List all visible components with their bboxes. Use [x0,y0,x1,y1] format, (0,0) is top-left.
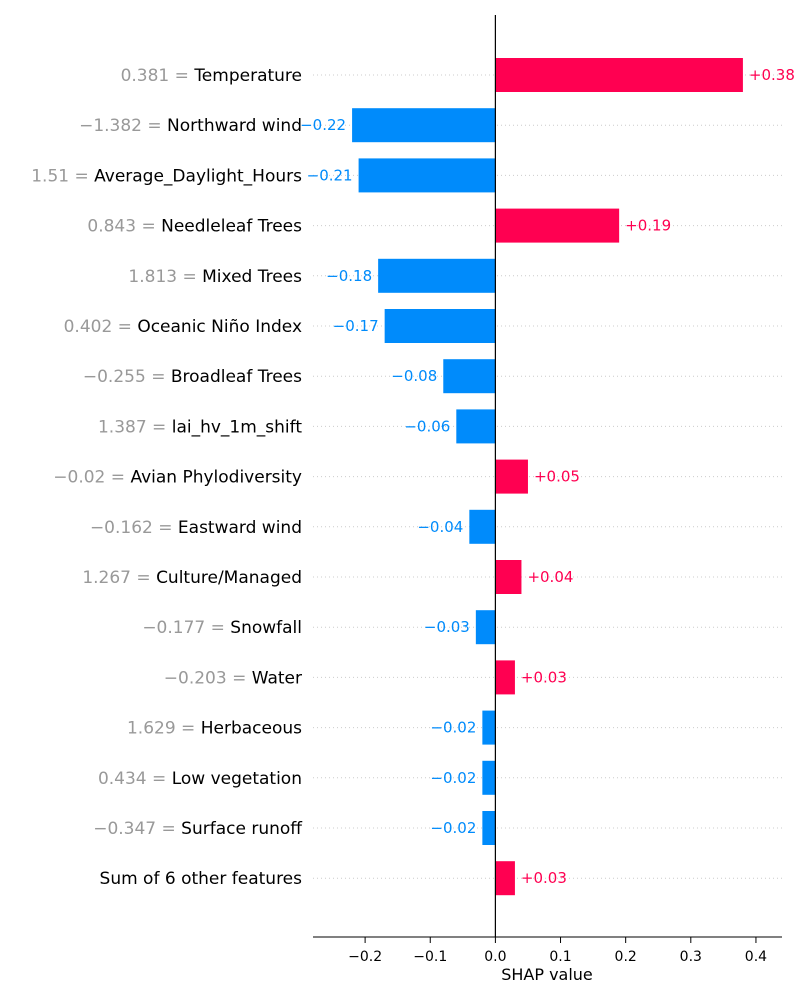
shap-bar [482,760,496,795]
feature-label: 0.843 = Needleleaf Trees [87,217,302,237]
feature-label: −0.162 = Eastward wind [90,518,302,538]
feature-name: Avian Phylodiversity [130,468,302,488]
shap-bar [456,409,496,444]
feature-label: −0.255 = Broadleaf Trees [83,367,302,387]
feature-name: Needleleaf Trees [161,217,302,237]
bar-data-label: −0.02 [430,819,476,837]
shap-bar [384,309,496,343]
shap-bar [495,459,528,494]
x-axis-title: SHAP value [501,965,593,984]
feature-label: 1.387 = lai_hv_1m_shift [98,417,302,437]
feature-value: 1.387 = [98,417,172,437]
feature-name: Herbaceous [201,719,302,739]
feature-value: −1.382 = [79,116,167,136]
feature-name: Surface runoff [181,819,303,839]
shap-bar [495,58,743,92]
bar-data-label: −0.06 [404,417,450,435]
feature-name: Eastward wind [178,518,302,538]
feature-name: lai_hv_1m_shift [172,417,303,437]
x-tick-label: −0.1 [413,949,447,965]
feature-name: Snowfall [230,618,302,638]
feature-label: Sum of 6 other features [100,869,303,889]
feature-name: Water [252,668,302,688]
feature-label: −0.203 = Water [164,668,302,688]
bar-data-label: −0.04 [417,518,463,536]
feature-value: −0.203 = [164,668,252,688]
feature-label: 0.434 = Low vegetation [98,769,302,789]
shap-bar [495,861,515,896]
feature-label: 0.381 = Temperature [121,66,302,86]
feature-label: −1.382 = Northward wind [79,116,302,136]
feature-name: Sum of 6 other features [100,869,303,889]
feature-value: 0.434 = [98,769,172,789]
shap-bar [495,208,620,243]
shap-bar [495,560,522,594]
feature-label: 1.629 = Herbaceous [127,719,302,739]
x-tick-label: 0.0 [484,949,506,965]
x-tick-label: 0.4 [745,949,767,965]
feature-label: −0.02 = Avian Phylodiversity [53,468,302,488]
feature-label: −0.177 = Snowfall [142,618,302,638]
bar-data-label: −0.18 [326,267,372,285]
feature-name: Mixed Trees [202,267,302,287]
feature-name: Culture/Managed [156,568,302,588]
feature-value: 0.843 = [87,217,161,237]
x-axis: −0.2 −0.1 0.0 0.1 0.2 0.3 0.4 [313,15,782,965]
x-tick-label: 0.3 [680,949,702,965]
feature-label: 1.51 = Average_Daylight_Hours [31,166,302,186]
x-tick-label: −0.2 [348,949,382,965]
labels-layer: +0.380.381 = Temperature−0.22−1.382 = No… [31,66,795,889]
bars-layer [352,58,743,896]
shap-bar [495,660,515,695]
bar-data-label: −0.02 [430,769,476,787]
bar-data-label: −0.08 [391,367,437,385]
feature-value: −0.162 = [90,518,178,538]
x-tick-label: 0.2 [615,949,637,965]
shap-bar [475,610,496,645]
x-tick-label: 0.1 [549,949,571,965]
bar-data-label: −0.03 [424,618,470,636]
bar-data-label: +0.04 [527,568,573,586]
feature-label: 0.402 = Oceanic Niño Index [64,317,302,337]
feature-value: 1.51 = [31,166,94,186]
shap-bar [378,258,496,293]
bar-data-label: +0.38 [749,66,795,84]
feature-label: −0.347 = Surface runoff [93,819,303,839]
shap-bar [469,509,496,544]
feature-value: 0.381 = [121,66,195,86]
bar-data-label: −0.21 [307,166,353,184]
shap-bar [443,359,496,394]
feature-label: 1.813 = Mixed Trees [128,267,302,287]
bar-data-label: +0.03 [521,668,567,686]
feature-label: 1.267 = Culture/Managed [82,568,302,588]
shap-bar [352,108,496,143]
bar-data-label: +0.05 [534,468,580,486]
feature-value: −0.02 = [53,468,130,488]
feature-value: 1.813 = [128,267,202,287]
feature-name: Oceanic Niño Index [137,317,302,337]
feature-value: −0.347 = [93,819,181,839]
shap-bar [482,811,496,845]
shap-bar [482,710,496,745]
feature-name: Low vegetation [172,769,302,789]
bar-data-label: +0.03 [521,869,567,887]
feature-value: 1.267 = [82,568,156,588]
feature-name: Temperature [193,66,302,86]
feature-value: −0.255 = [83,367,171,387]
bar-data-label: −0.22 [300,116,346,134]
bar-data-label: −0.02 [430,719,476,737]
bar-data-label: +0.19 [625,217,671,235]
feature-value: 1.629 = [127,719,201,739]
feature-name: Northward wind [167,116,302,136]
shap-bar [358,158,496,193]
bar-data-label: −0.17 [333,317,379,335]
feature-value: −0.177 = [142,618,230,638]
feature-name: Broadleaf Trees [171,367,302,387]
feature-value: 0.402 = [64,317,138,337]
feature-name: Average_Daylight_Hours [94,166,302,186]
